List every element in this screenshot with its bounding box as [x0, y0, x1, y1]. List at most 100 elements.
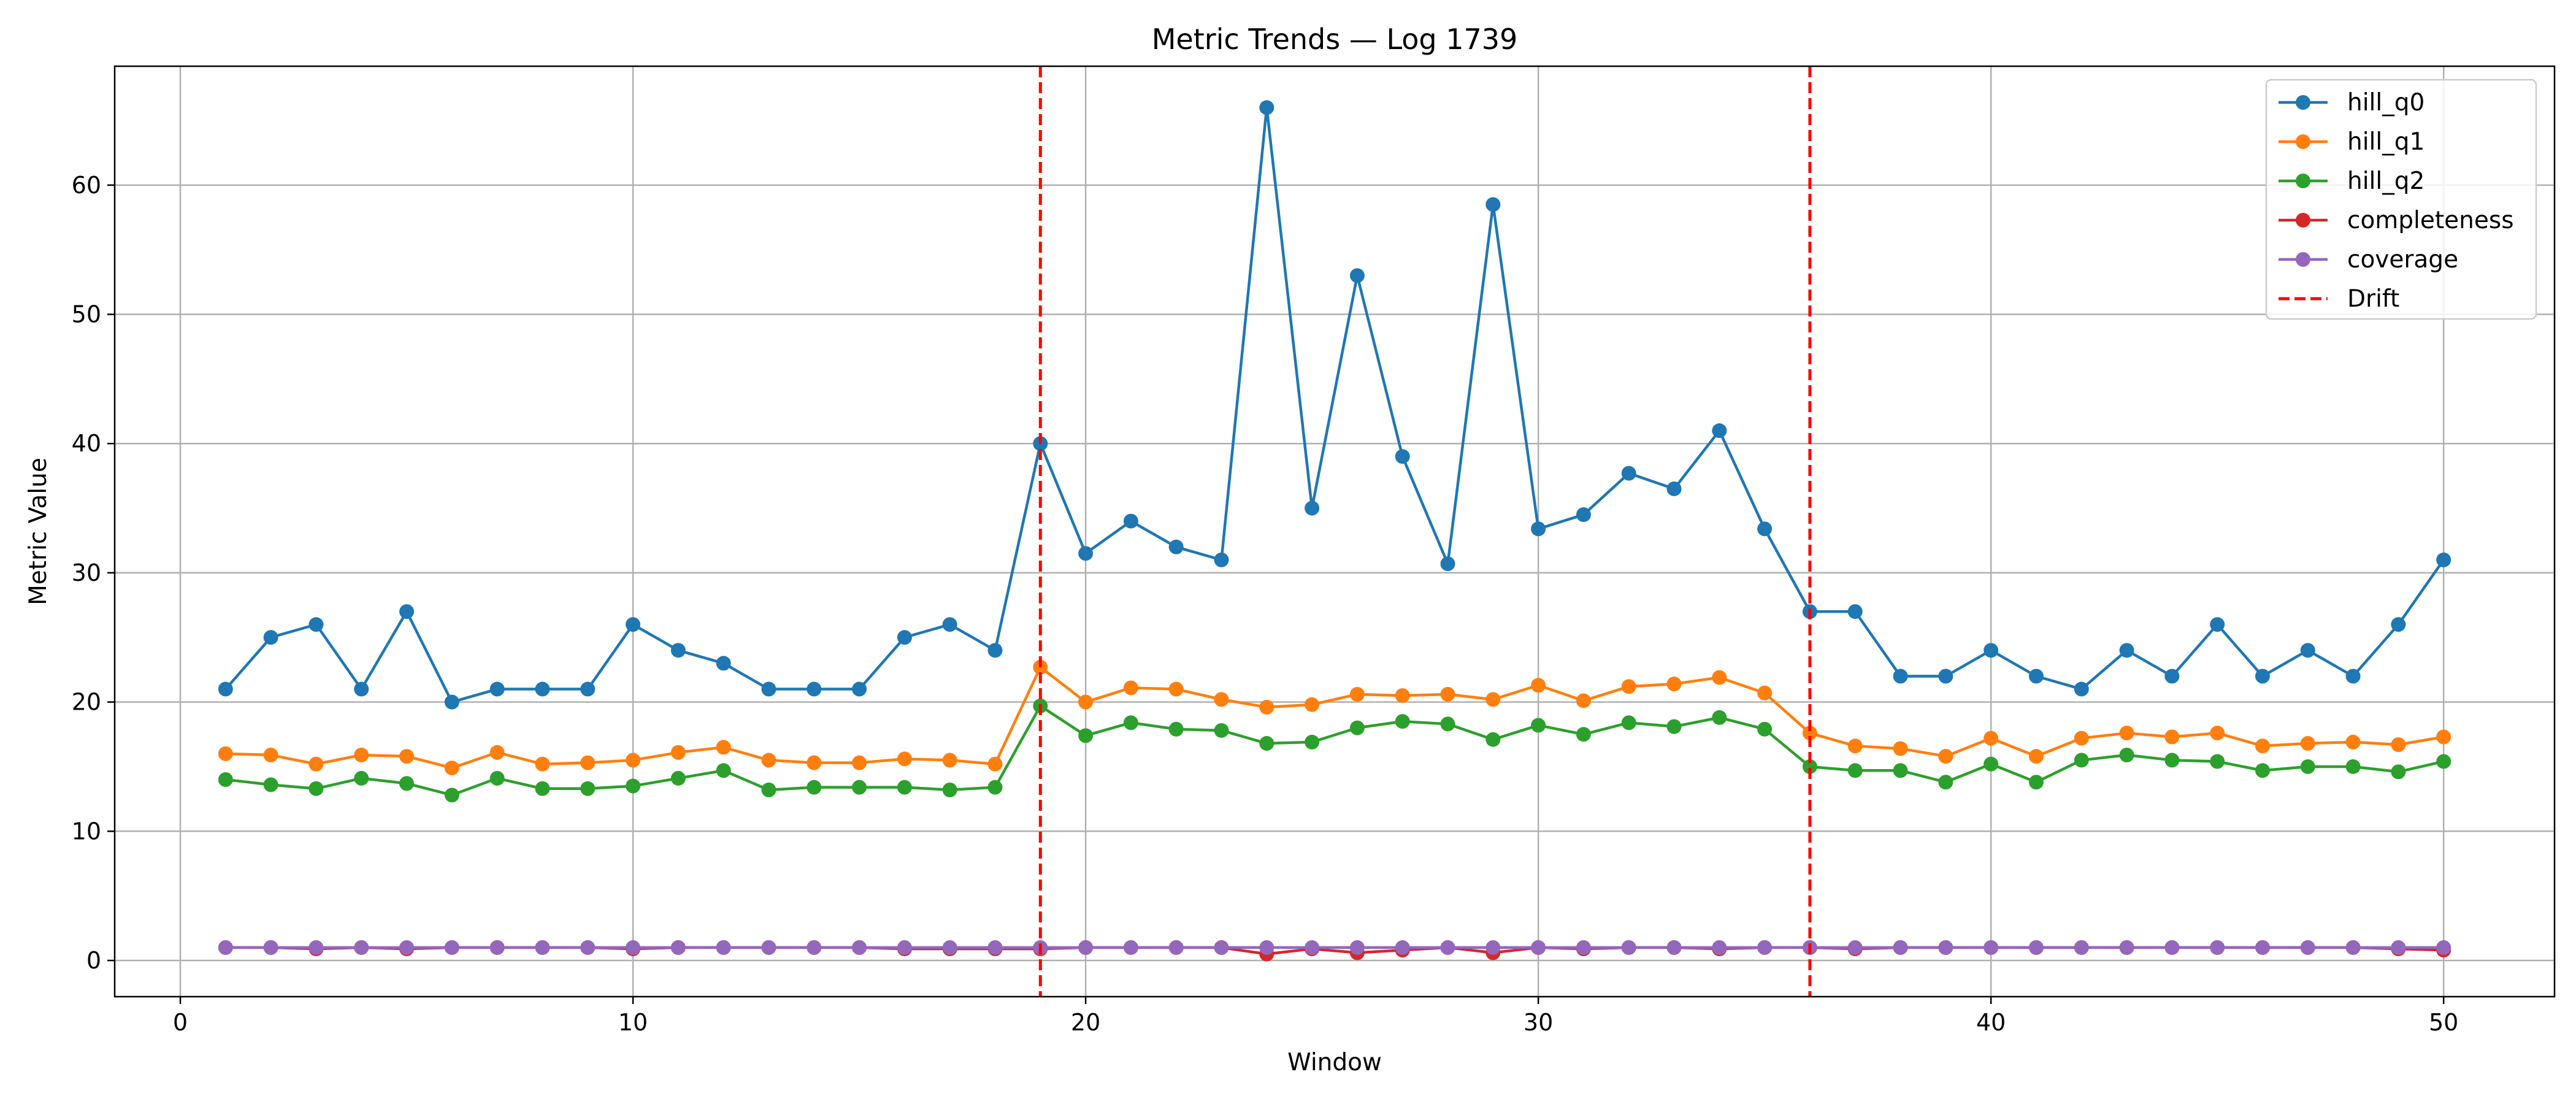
data-point: [852, 681, 867, 697]
data-point: [2119, 643, 2134, 658]
data-point: [1802, 759, 1817, 774]
data-point: [1984, 643, 1999, 658]
data-point: [1666, 677, 1682, 692]
series-line: [225, 665, 2444, 770]
data-point: [2255, 940, 2270, 955]
data-point: [535, 756, 550, 772]
data-point: [2210, 617, 2225, 632]
data-point: [2300, 736, 2315, 751]
data-point: [897, 630, 912, 645]
series-hill_q1: [218, 659, 2451, 776]
legend-marker: [2296, 174, 2310, 188]
data-point: [399, 940, 415, 955]
data-point: [897, 780, 912, 795]
data-point: [1984, 730, 1999, 746]
data-point: [399, 749, 415, 764]
data-point: [761, 940, 776, 955]
series-line: [225, 704, 2444, 797]
legend-label: hill_q1: [2347, 128, 2425, 156]
data-point: [1847, 604, 1863, 619]
data-point: [852, 940, 867, 955]
data-point: [1395, 940, 1410, 955]
data-point: [2300, 759, 2315, 774]
data-point: [1123, 715, 1138, 730]
data-point: [1666, 481, 1682, 496]
data-point: [2028, 669, 2044, 684]
y-tick-label: 40: [72, 430, 101, 457]
data-point: [1984, 940, 1999, 955]
data-point: [942, 753, 957, 768]
data-point: [1621, 466, 1636, 481]
data-point: [489, 745, 505, 760]
data-point: [309, 756, 324, 772]
data-point: [1712, 670, 1727, 685]
legend-marker: [2296, 213, 2310, 228]
data-point: [309, 781, 324, 796]
data-point: [2164, 753, 2180, 768]
data-point: [897, 940, 912, 955]
chart-title: Metric Trends — Log 1739: [1152, 23, 1518, 56]
data-point: [897, 751, 912, 767]
data-point: [1440, 716, 1455, 732]
data-point: [1078, 940, 1094, 955]
data-point: [1214, 552, 1229, 567]
data-point: [1531, 521, 1546, 537]
data-point: [1666, 719, 1682, 734]
data-point: [399, 776, 415, 791]
data-point: [1847, 763, 1863, 778]
data-point: [626, 753, 641, 768]
y-axis-title: Metric Value: [25, 458, 52, 605]
data-point: [444, 694, 459, 710]
data-point: [263, 630, 278, 645]
data-point: [444, 940, 459, 955]
data-point: [263, 748, 278, 763]
data-point: [2074, 940, 2089, 955]
series-coverage: [218, 940, 2451, 955]
data-point: [535, 940, 550, 955]
data-point: [1757, 721, 1773, 737]
data-point: [1349, 686, 1365, 702]
data-point: [1259, 736, 1275, 751]
data-point: [2028, 940, 2044, 955]
data-point: [2436, 754, 2451, 769]
legend-label: hill_q2: [2347, 167, 2425, 195]
data-point: [2164, 940, 2180, 955]
data-point: [1893, 669, 1908, 684]
data-point: [1938, 749, 1953, 764]
data-point: [2210, 754, 2225, 769]
data-point: [2119, 940, 2134, 955]
data-point: [1349, 720, 1365, 735]
data-point: [942, 940, 957, 955]
data-point: [1621, 940, 1636, 955]
legend: hill_q0 hill_q1 hill_q2 completeness coverag…: [2265, 79, 2537, 320]
x-tick-label: 30: [1524, 1009, 1553, 1036]
series-hill_q0: [218, 100, 2451, 710]
data-point: [761, 782, 776, 797]
x-tick-label: 40: [1976, 1009, 2006, 1036]
data-point: [444, 761, 459, 776]
data-point: [2345, 759, 2361, 774]
data-point: [1123, 513, 1138, 529]
legend-label: Drift: [2347, 285, 2399, 313]
data-point: [2255, 738, 2270, 754]
data-point: [1440, 940, 1455, 955]
data-point: [987, 940, 1003, 955]
data-point: [1531, 940, 1546, 955]
data-point: [444, 788, 459, 803]
data-point: [1938, 940, 1953, 955]
data-point: [2119, 748, 2134, 763]
data-point: [354, 748, 369, 763]
data-point: [1531, 718, 1546, 733]
x-tick-label: 20: [1071, 1009, 1100, 1036]
data-point: [580, 781, 596, 796]
data-point: [1440, 556, 1455, 572]
data-point: [1485, 692, 1501, 707]
data-point: [1666, 940, 1682, 955]
data-point: [218, 681, 233, 697]
data-point: [1349, 940, 1365, 955]
legend-item: Drift: [2279, 285, 2399, 313]
data-point: [987, 780, 1003, 795]
data-point: [1621, 679, 1636, 694]
